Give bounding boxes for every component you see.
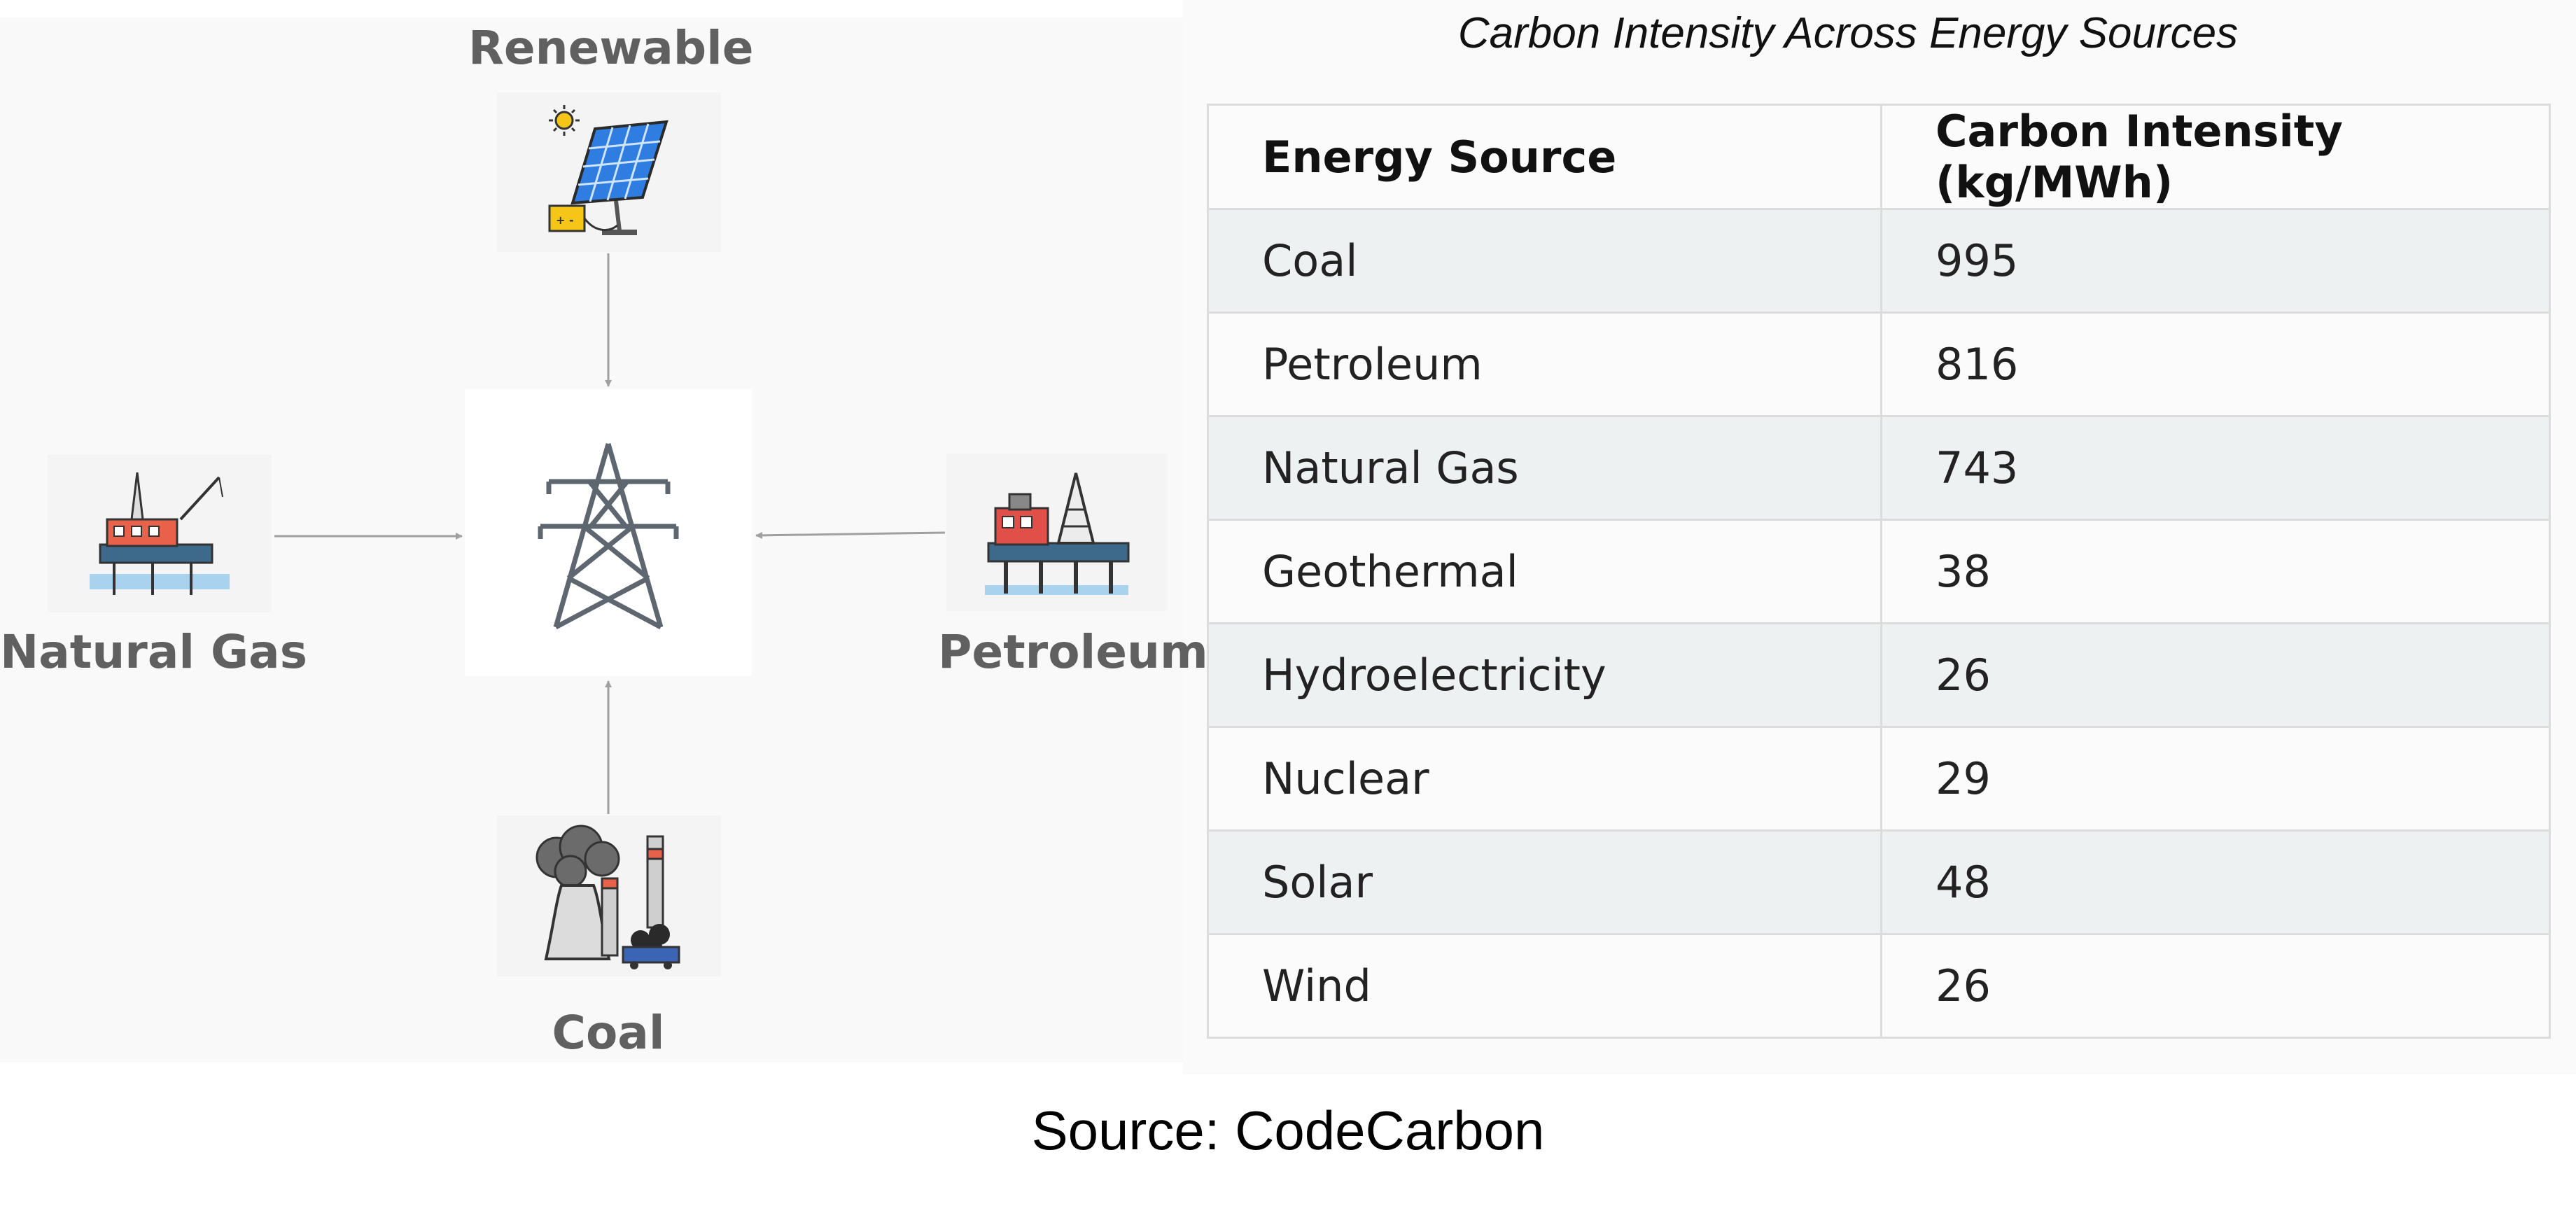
energy-source-cell: Hydroelectricity xyxy=(1207,622,1882,728)
carbon-intensity-cell: 48 xyxy=(1880,829,2551,935)
petroleum-label: Petroleum xyxy=(938,625,1208,679)
transmission-tower-icon xyxy=(538,443,679,630)
header-carbon-intensity: Carbon Intensity (kg/MWh) xyxy=(1880,104,2551,210)
table-row: Wind 26 xyxy=(1207,933,2551,1039)
carbon-intensity-cell: 26 xyxy=(1880,622,2551,728)
table-row: Nuclear 29 xyxy=(1207,726,2551,832)
table-row: Coal 995 xyxy=(1207,208,2551,314)
carbon-intensity-cell: 26 xyxy=(1880,933,2551,1039)
carbon-intensity-cell: 995 xyxy=(1880,208,2551,314)
coal-power-plant-icon xyxy=(536,825,680,969)
table-title: Carbon Intensity Across Energy Sources xyxy=(1457,9,2239,57)
offshore-gas-rig-icon xyxy=(90,472,230,595)
energy-source-cell: Solar xyxy=(1207,829,1882,935)
energy-source-cell: Natural Gas xyxy=(1207,415,1882,521)
table-row: Petroleum 816 xyxy=(1207,311,2551,417)
table-header-row: Energy Source Carbon Intensity (kg/MWh) xyxy=(1207,104,2551,210)
arrow-petroleum-to-hub xyxy=(755,531,946,539)
renewable-label: Renewable xyxy=(468,21,754,75)
table-row: Natural Gas 743 xyxy=(1207,415,2551,521)
source-caption: Source: CodeCarbon xyxy=(1031,1100,1545,1161)
energy-source-cell: Geothermal xyxy=(1207,519,1882,624)
carbon-intensity-cell: 816 xyxy=(1880,311,2551,417)
coal-node xyxy=(497,815,721,976)
energy-source-cell: Wind xyxy=(1207,933,1882,1039)
oil-platform-icon xyxy=(985,472,1130,595)
carbon-intensity-cell: 29 xyxy=(1880,726,2551,832)
petroleum-node xyxy=(946,454,1167,611)
carbon-intensity-cell: 743 xyxy=(1880,415,2551,521)
header-energy-source: Energy Source xyxy=(1207,104,1882,210)
table-row: Geothermal 38 xyxy=(1207,519,2551,624)
carbon-intensity-cell: 38 xyxy=(1880,519,2551,624)
energy-source-cell: Petroleum xyxy=(1207,311,1882,417)
coal-label: Coal xyxy=(552,1006,665,1060)
natural-gas-label: Natural Gas xyxy=(0,625,307,679)
table-row: Hydroelectricity 26 xyxy=(1207,622,2551,728)
svg-text:+ -: + - xyxy=(556,213,574,227)
energy-source-cell: Nuclear xyxy=(1207,726,1882,832)
renewable-node: + - xyxy=(497,92,721,252)
source-caption-wrap: Source: CodeCarbon xyxy=(0,1099,2576,1163)
table-row: Solar 48 xyxy=(1207,829,2551,935)
diagram-arrows xyxy=(274,253,946,814)
natural-gas-node xyxy=(48,455,272,612)
transmission-tower-node xyxy=(465,389,752,676)
carbon-intensity-table: Energy Source Carbon Intensity (kg/MWh) … xyxy=(1207,104,2551,1039)
energy-source-cell: Coal xyxy=(1207,208,1882,314)
solar-panel-icon: + - xyxy=(548,105,668,235)
